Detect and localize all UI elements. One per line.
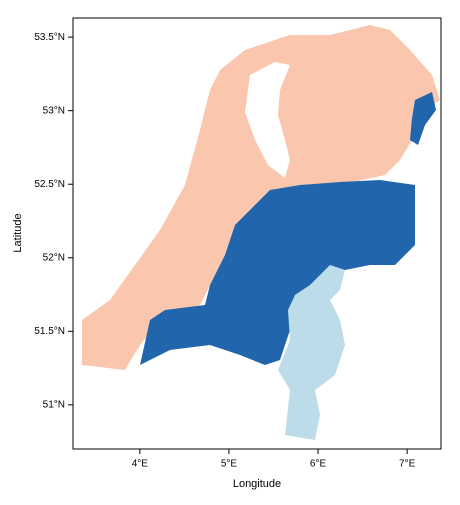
- y-tick-label: 51.5°N: [34, 326, 65, 337]
- x-tick-label: 7°E: [399, 459, 416, 470]
- y-tick-label: 53.5°N: [34, 32, 65, 43]
- region-darkblue-east: [410, 92, 436, 145]
- y-tick-label: 53°N: [43, 105, 65, 116]
- x-tick-label: 6°E: [310, 459, 327, 470]
- region-darkblue: [140, 180, 415, 365]
- plot-frame: [72, 17, 442, 450]
- x-tick-label: 4°E: [132, 459, 149, 470]
- x-tick-label: 5°E: [221, 459, 238, 470]
- region-peach: [82, 25, 440, 370]
- y-axis-label: Latitude: [12, 213, 24, 252]
- y-tick-label: 51°N: [43, 400, 65, 411]
- x-axis-label: Longitude: [233, 478, 281, 490]
- y-tick-label: 52°N: [43, 252, 65, 263]
- map-layer: [82, 25, 440, 440]
- region-lightblue: [278, 265, 345, 440]
- y-tick-label: 52.5°N: [34, 179, 65, 190]
- region-water: [245, 62, 290, 178]
